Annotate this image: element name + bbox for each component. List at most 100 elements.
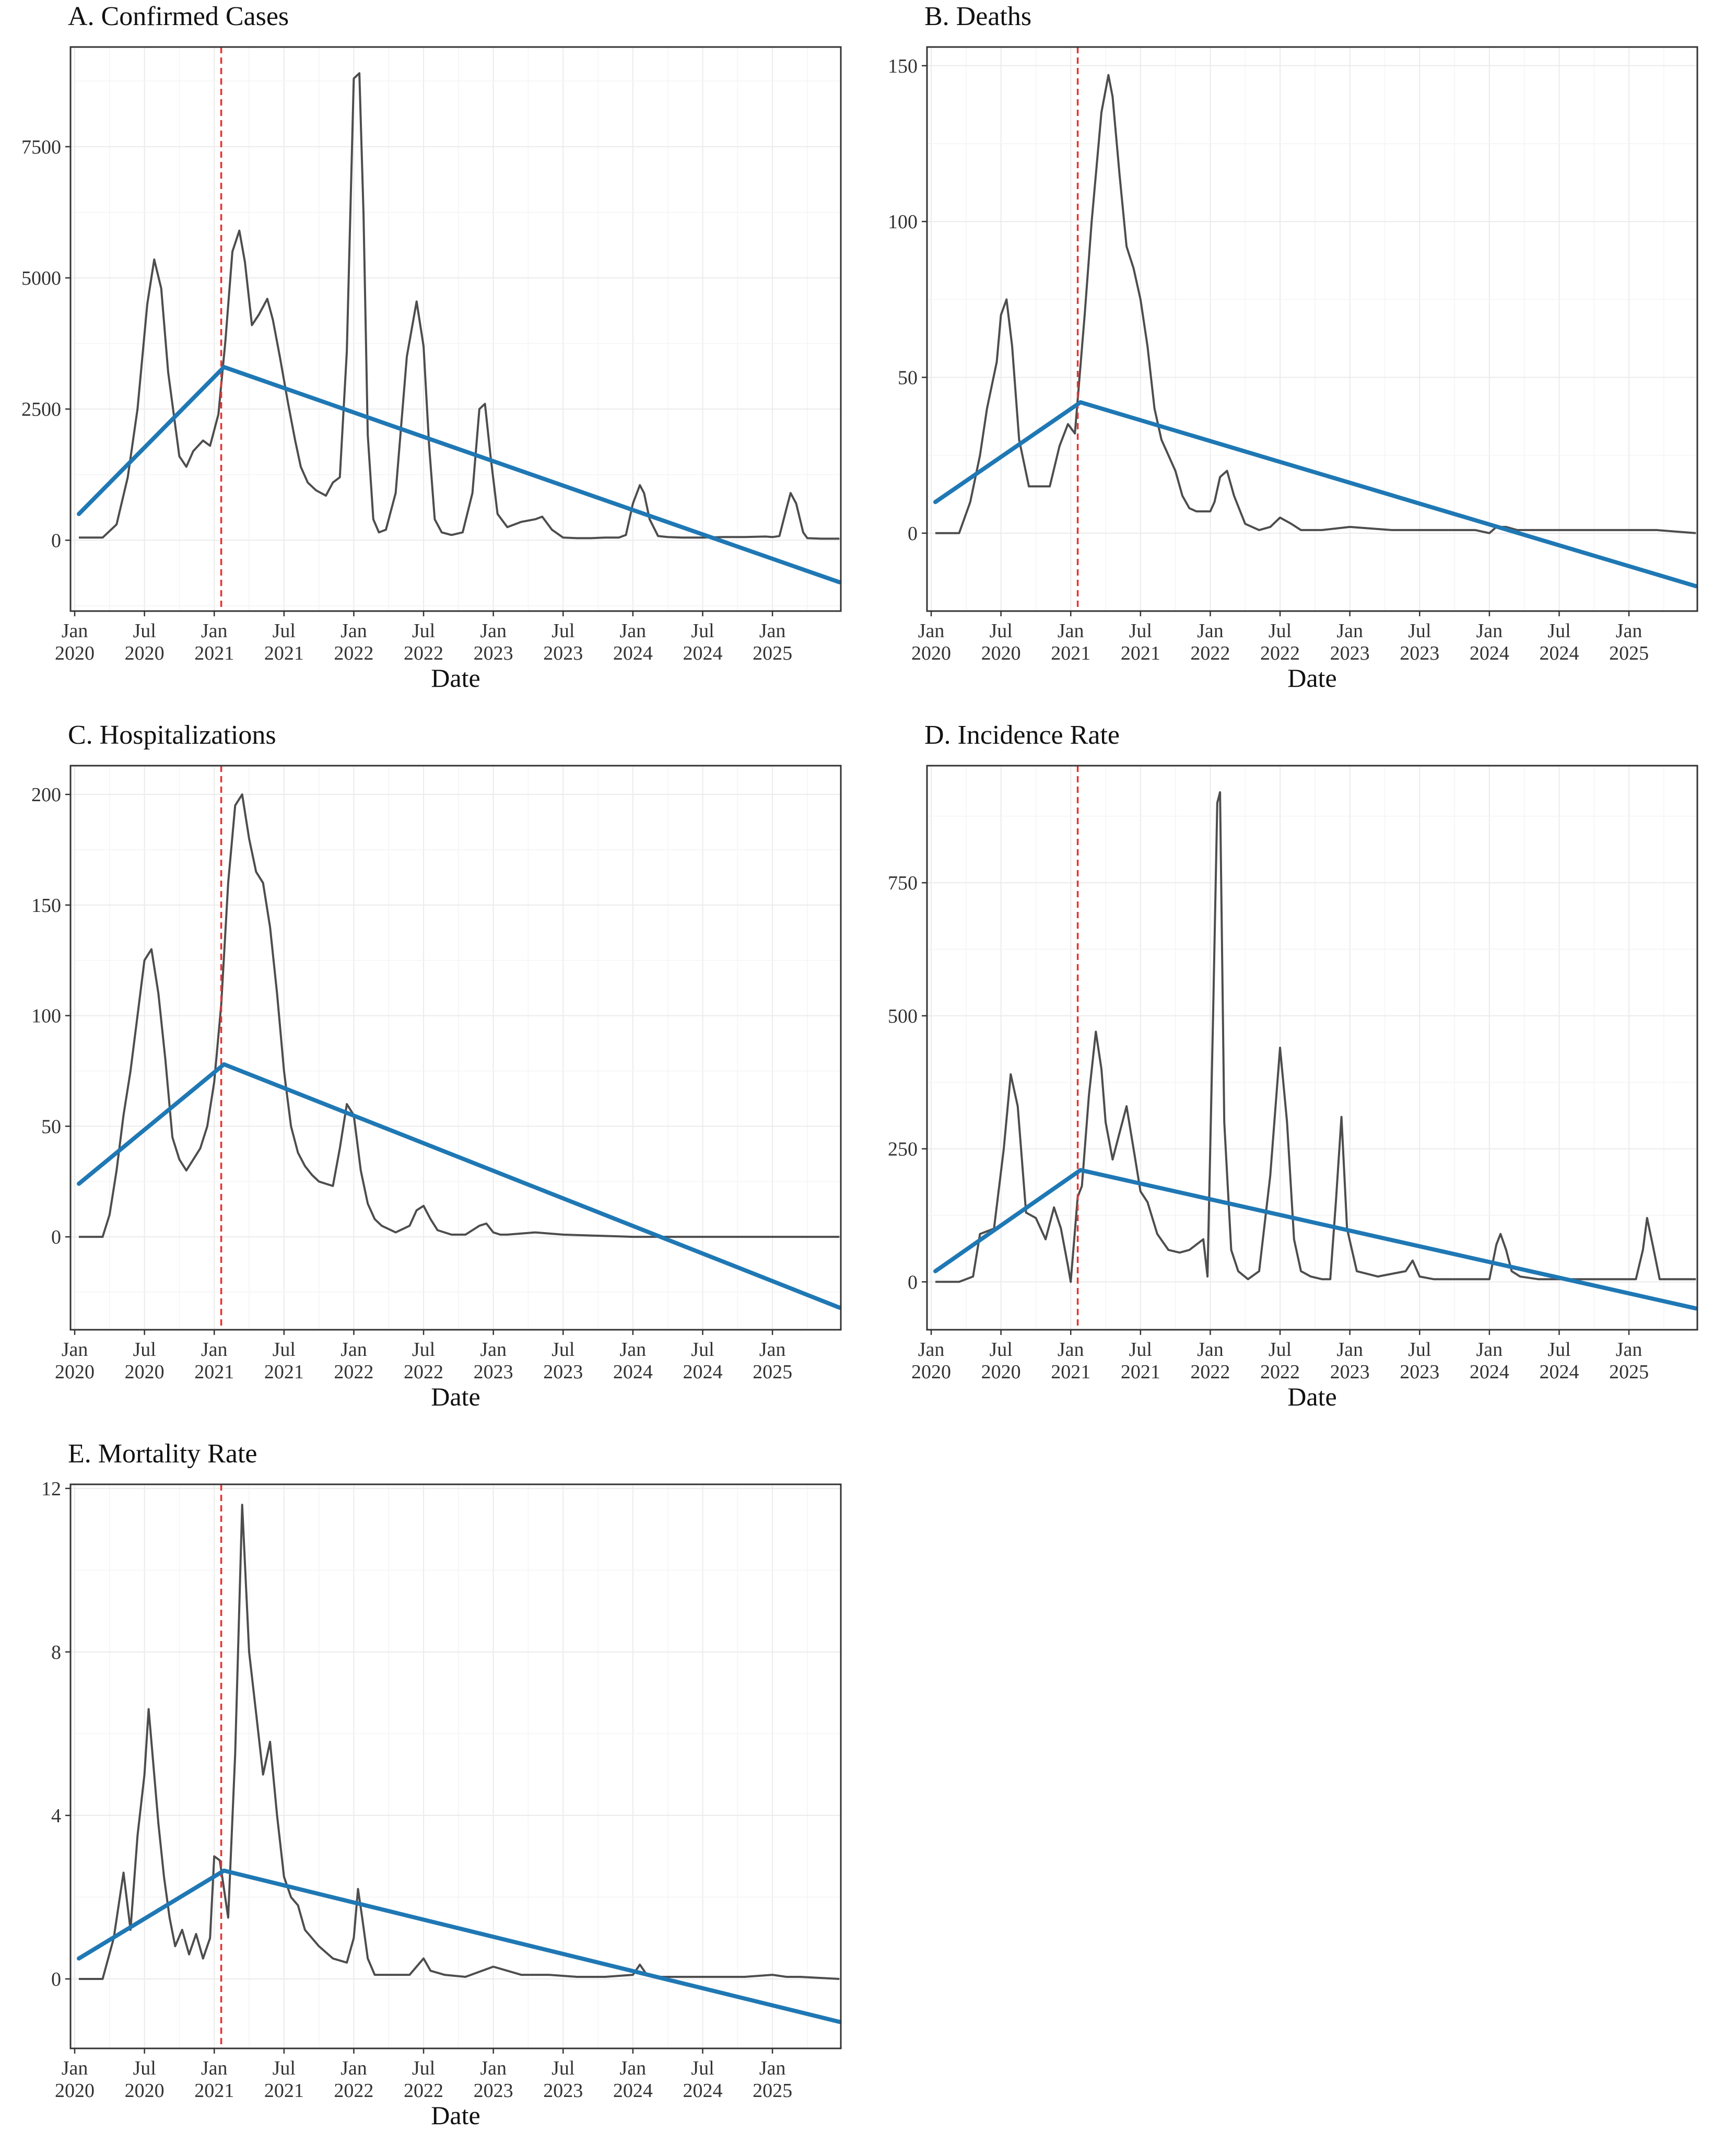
- y-tick-label: 0: [908, 1271, 918, 1293]
- x-tick-label-year: 2021: [1121, 1361, 1160, 1383]
- x-tick-label-year: 2020: [125, 2080, 165, 2102]
- series-line-observed: [935, 74, 1696, 534]
- plot-area: [927, 766, 1697, 1330]
- x-tick-label-year: 2022: [1260, 642, 1300, 664]
- panel-title: D. Incidence Rate: [924, 720, 1120, 750]
- x-tick-label-year: 2022: [404, 1361, 443, 1383]
- panel-deaths: B. Deaths050100150Jan2020Jul2020Jan2021J…: [888, 2, 1698, 693]
- x-tick-label-year: 2023: [474, 2080, 513, 2102]
- x-tick-label-year: 2023: [1330, 642, 1370, 664]
- x-tick-label-month: Jan: [759, 1339, 786, 1361]
- y-tick-label: 500: [888, 1005, 918, 1027]
- x-tick-label-year: 2020: [981, 1361, 1021, 1383]
- x-tick-label-month: Jan: [341, 2057, 367, 2079]
- x-tick-label-month: Jan: [620, 2057, 647, 2079]
- x-tick-label-month: Jan: [759, 620, 786, 642]
- y-tick-label: 0: [908, 523, 918, 545]
- x-tick-label-month: Jan: [1197, 620, 1224, 642]
- x-tick-label-month: Jan: [1616, 620, 1642, 642]
- x-tick-label-month: Jan: [620, 1339, 647, 1361]
- y-tick-label: 100: [888, 211, 918, 233]
- y-tick-label: 7500: [21, 136, 61, 158]
- panel-incidence-rate: D. Incidence Rate0250500750Jan2020Jul202…: [888, 720, 1698, 1411]
- x-axis-title: Date: [1287, 1382, 1336, 1411]
- y-tick-label: 100: [31, 1005, 61, 1027]
- x-tick-label-year: 2020: [55, 642, 95, 664]
- x-tick-label-year: 2022: [334, 642, 373, 664]
- x-tick-label-year: 2024: [1539, 1361, 1579, 1383]
- y-tick-label: 8: [51, 1642, 61, 1663]
- x-tick-label-year: 2022: [1260, 1361, 1300, 1383]
- x-tick-label-month: Jan: [480, 1339, 507, 1361]
- x-tick-label-month: Jul: [1269, 620, 1292, 642]
- x-tick-label-month: Jan: [1336, 620, 1363, 642]
- x-tick-label-month: Jan: [1058, 620, 1084, 642]
- x-tick-label-month: Jan: [759, 2057, 786, 2079]
- panel-title: A. Confirmed Cases: [68, 2, 289, 31]
- x-tick-label-month: Jan: [1616, 1339, 1642, 1361]
- x-tick-label-year: 2024: [683, 2080, 722, 2102]
- x-tick-label-month: Jul: [412, 620, 435, 642]
- x-axis-title: Date: [431, 2101, 480, 2130]
- x-tick-label-year: 2025: [753, 1361, 792, 1383]
- plot-border: [69, 46, 842, 612]
- x-tick-label-month: Jan: [918, 1339, 945, 1361]
- x-tick-label-year: 2020: [981, 642, 1021, 664]
- panel-confirmed-cases: A. Confirmed Cases0250050007500Jan2020Ju…: [21, 2, 842, 693]
- y-tick-label: 4: [51, 1805, 61, 1827]
- x-tick-label-month: Jan: [201, 1339, 228, 1361]
- x-tick-label-year: 2022: [404, 642, 443, 664]
- x-tick-label-year: 2024: [613, 1361, 653, 1383]
- x-tick-label-year: 2024: [1470, 1361, 1509, 1383]
- x-tick-label-month: Jul: [551, 620, 574, 642]
- x-tick-label-month: Jul: [133, 1339, 156, 1361]
- x-tick-label-month: Jan: [480, 2057, 507, 2079]
- series-line-observed: [935, 791, 1696, 1283]
- x-tick-label-year: 2025: [753, 2080, 792, 2102]
- x-tick-label-month: Jan: [1197, 1339, 1224, 1361]
- trend-line: [77, 365, 842, 584]
- plot-area: [71, 766, 841, 1330]
- series-line-observed: [79, 72, 840, 540]
- y-tick-label: 200: [31, 784, 61, 806]
- x-tick-label-year: 2022: [1190, 1361, 1230, 1383]
- x-tick-label-year: 2021: [194, 642, 234, 664]
- x-tick-label-month: Jan: [1058, 1339, 1084, 1361]
- x-tick-label-month: Jan: [620, 620, 647, 642]
- x-tick-label-year: 2022: [334, 2080, 373, 2102]
- x-tick-label-year: 2021: [1051, 642, 1090, 664]
- y-tick-label: 150: [888, 55, 918, 77]
- x-tick-label-year: 2025: [753, 642, 792, 664]
- plot-border: [926, 765, 1698, 1331]
- x-tick-label-month: Jul: [1269, 1339, 1292, 1361]
- plot-border: [69, 765, 842, 1331]
- x-tick-label-month: Jan: [62, 2057, 88, 2079]
- x-tick-label-year: 2021: [194, 2080, 234, 2102]
- x-tick-label-year: 2020: [911, 1361, 951, 1383]
- x-tick-label-year: 2025: [1609, 1361, 1649, 1383]
- x-tick-label-year: 2023: [543, 1361, 583, 1383]
- x-tick-label-year: 2022: [1190, 642, 1230, 664]
- y-tick-label: 0: [51, 1968, 61, 1990]
- x-tick-label-month: Jul: [989, 620, 1012, 642]
- x-tick-label-month: Jan: [480, 620, 507, 642]
- x-tick-label-month: Jul: [133, 2057, 156, 2079]
- x-tick-label-year: 2024: [1470, 642, 1509, 664]
- x-tick-label-year: 2024: [613, 642, 653, 664]
- x-tick-label-year: 2023: [1400, 642, 1439, 664]
- x-axis-title: Date: [431, 663, 480, 693]
- x-tick-label-year: 2023: [474, 1361, 513, 1383]
- x-tick-label-month: Jul: [273, 2057, 296, 2079]
- y-tick-label: 0: [51, 1226, 61, 1248]
- panel-mortality-rate: E. Mortality Rate04812Jan2020Jul2020Jan2…: [41, 1439, 842, 2130]
- x-tick-label-year: 2023: [543, 2080, 583, 2102]
- x-tick-label-month: Jul: [1408, 1339, 1431, 1361]
- y-tick-label: 50: [898, 367, 918, 389]
- panel-title: B. Deaths: [924, 2, 1031, 31]
- x-tick-label-month: Jul: [133, 620, 156, 642]
- x-tick-label-year: 2023: [474, 642, 513, 664]
- x-tick-label-year: 2020: [125, 642, 165, 664]
- x-tick-label-month: Jan: [341, 1339, 367, 1361]
- plot-area: [927, 47, 1697, 611]
- y-tick-label: 0: [51, 530, 61, 552]
